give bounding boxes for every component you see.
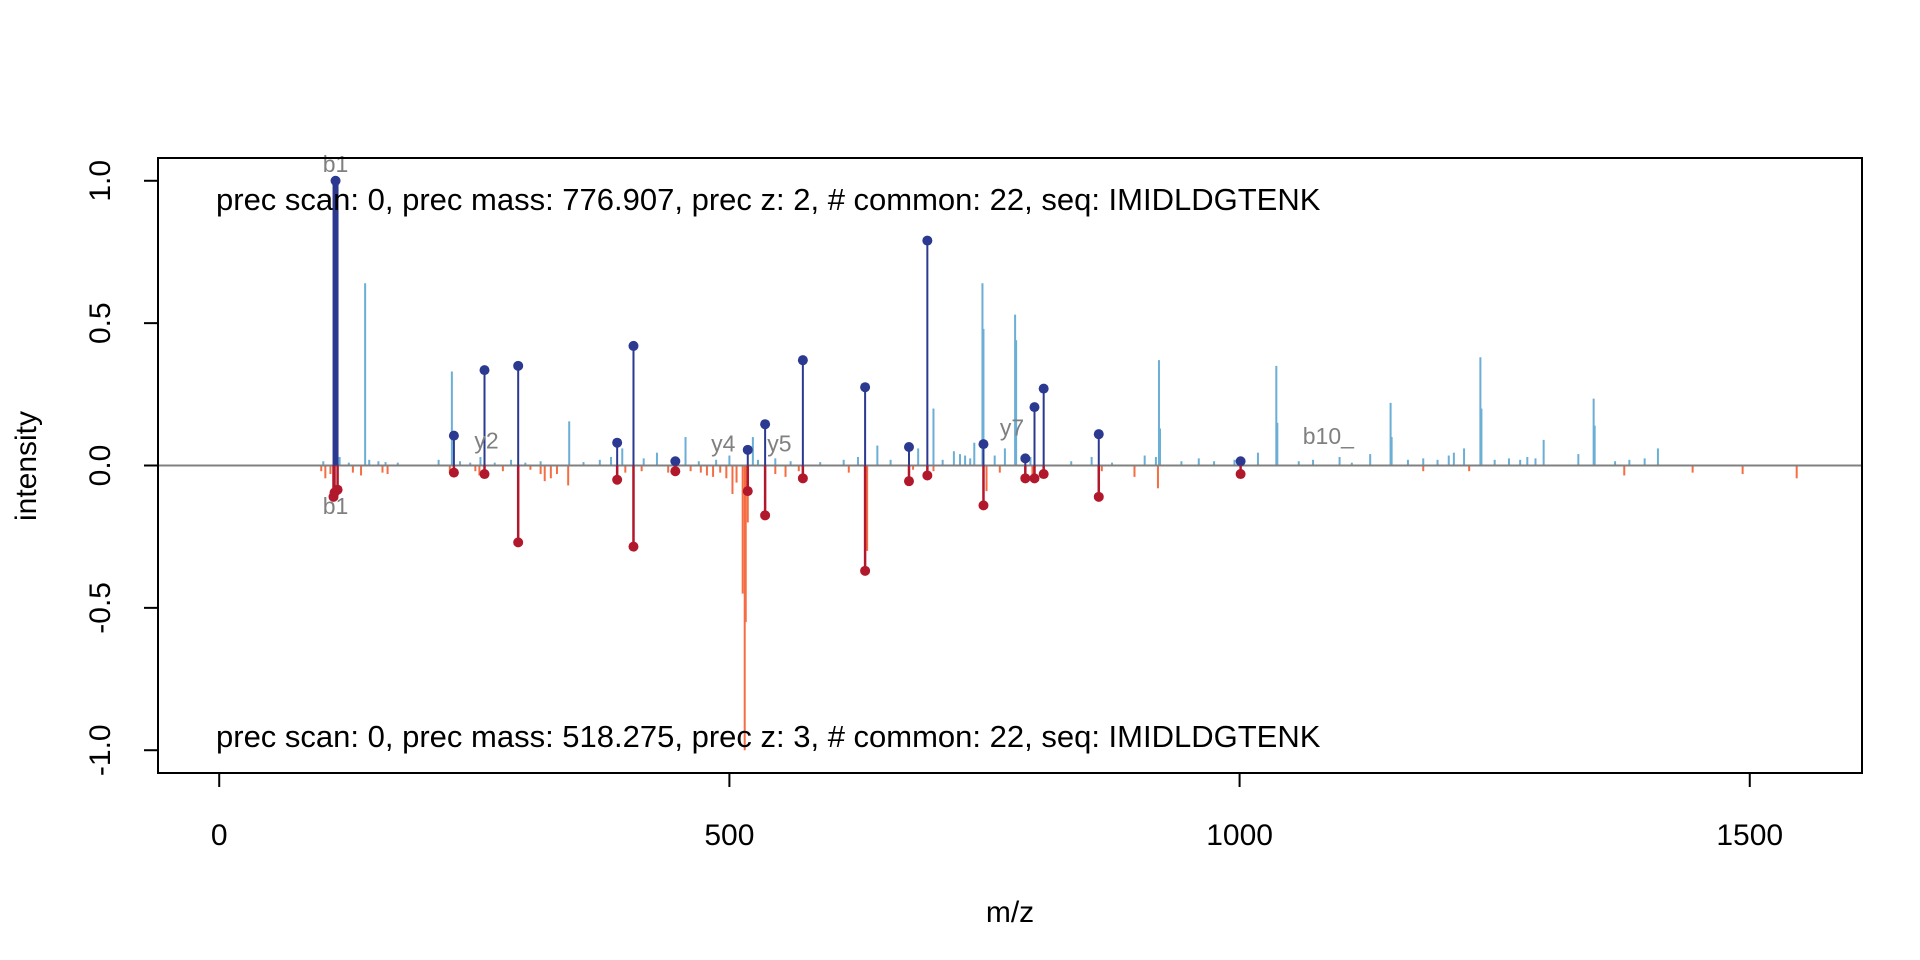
bottom-matched-point <box>612 474 623 485</box>
bottom-matched-point <box>742 486 753 497</box>
bottom-matched-point <box>513 537 524 548</box>
bottom-spectrum-info: prec scan: 0, prec mass: 518.275, prec z… <box>216 719 1321 754</box>
bottom-matched-point <box>1038 469 1049 480</box>
bottom-matched-point <box>448 467 459 478</box>
bottom-matched-point <box>1020 473 1031 484</box>
top-matched-point <box>330 175 341 186</box>
y-tick-label: 1.0 <box>84 160 117 202</box>
bottom-matched-point <box>1235 469 1246 480</box>
plot-frame <box>157 157 1863 774</box>
x-tick-label: 1500 <box>1716 819 1783 852</box>
top-matched-point <box>1038 383 1049 394</box>
bottom-matched-point <box>860 565 871 576</box>
top-matched-point <box>1235 456 1246 467</box>
bottom-matched-point <box>1093 491 1104 502</box>
peaks-layer <box>158 283 1862 751</box>
top-matched-point <box>860 382 871 393</box>
bottom-matched-point <box>760 510 771 521</box>
x-tick-label: 500 <box>704 819 754 852</box>
bottom-matched-point <box>332 484 343 495</box>
x-tick-label: 0 <box>211 819 228 852</box>
top-matched-point <box>612 437 623 448</box>
top-matched-point <box>670 456 681 467</box>
bottom-matched-point <box>978 500 989 511</box>
annotation-layer: b1 y2 y4 y5 y7 b10_ b1 <box>323 151 1355 519</box>
peak-annotation: y4 <box>711 430 736 456</box>
top-matched-point <box>1029 402 1040 413</box>
x-tick-label: 1000 <box>1206 819 1273 852</box>
y-tick-label: 0.5 <box>84 302 117 344</box>
top-matched-point <box>1020 453 1031 464</box>
top-matched-point <box>448 430 459 441</box>
y-tick-label: -0.5 <box>84 582 117 634</box>
top-matched-point <box>628 340 639 351</box>
top-matched-point <box>797 355 808 366</box>
top-matched-point <box>978 439 989 450</box>
top-matched-point <box>1093 429 1104 440</box>
top-matched-point <box>742 444 753 455</box>
top-spectrum-info: prec scan: 0, prec mass: 776.907, prec z… <box>216 182 1321 217</box>
peak-annotation: y2 <box>474 427 498 453</box>
top-matched-point <box>513 360 524 371</box>
bottom-matched-point <box>479 469 490 480</box>
x-axis-label: m/z <box>986 896 1034 929</box>
peak-annotation: b1 <box>323 151 349 177</box>
peak-annotation: y5 <box>767 430 791 456</box>
y-tick-label: 0.0 <box>84 445 117 487</box>
top-matched-point <box>479 365 490 376</box>
peak-annotation: y7 <box>1000 415 1024 441</box>
top-matched-point <box>922 235 933 246</box>
y-tick-label: -1.0 <box>84 724 117 776</box>
bottom-matched-point <box>1029 473 1040 484</box>
matched-peaks-layer <box>328 175 1246 576</box>
top-matched-point <box>903 441 914 452</box>
bottom-matched-point <box>903 476 914 487</box>
bottom-matched-point <box>797 473 808 484</box>
bottom-matched-point <box>922 470 933 481</box>
peak-annotation: b10_ <box>1303 423 1355 449</box>
bottom-matched-point <box>628 541 639 552</box>
y-axis-label: intensity <box>10 411 43 521</box>
bottom-matched-point <box>670 466 681 477</box>
top-matched-point <box>760 419 771 430</box>
peak-annotation: b1 <box>323 493 349 519</box>
